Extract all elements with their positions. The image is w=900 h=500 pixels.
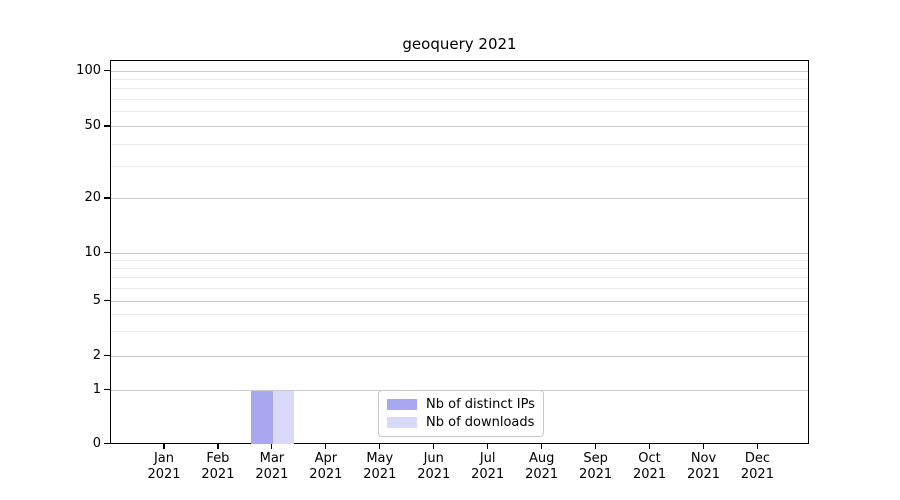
y-tick-label: 2 [92,347,101,363]
x-tick-label: May 2021 [350,451,410,483]
y-tick-label: 20 [84,190,101,205]
x-tick-label-line: 2021 [363,467,397,482]
x-tick-label: Feb 2021 [188,451,248,483]
y-minor-gridline [111,313,808,315]
x-tick-label: Sep 2021 [566,451,626,483]
legend-label-distinct-ips: Nb of distinct IPs [426,397,535,412]
x-tick-label-line: 2021 [309,467,343,482]
bar-distinct-ips [251,390,273,444]
y-tick-mark [103,125,110,127]
x-tick-label: Apr 2021 [296,451,356,483]
y-major-gridline [111,252,808,254]
x-tick-label-line: Feb [206,451,230,466]
x-tick-label: Jun 2021 [404,451,464,483]
x-tick-mark [325,444,327,449]
x-tick-label-line: Mar [259,451,285,466]
y-tick-label: 1 [92,381,101,397]
x-tick-label-line: Sep [583,451,608,466]
y-minor-gridline [111,99,808,101]
y-major-gridline [111,300,808,302]
x-tick-mark [648,444,651,449]
x-tick-label-line: 2021 [471,467,505,482]
x-tick-label-line: Jun [423,451,444,466]
y-tick-mark [103,388,110,391]
x-tick-mark [541,444,543,449]
y-tick-mark [103,69,110,72]
x-tick-label-line: 2021 [633,467,667,482]
x-tick-label-line: Jan [153,451,175,466]
y-major-gridline [111,70,808,72]
y-tick-label: 100 [76,62,101,78]
x-tick-label-line: Aug [528,451,555,466]
x-tick-label: Nov 2021 [674,451,734,483]
legend-swatch-downloads [387,417,417,428]
x-tick-label: Jul 2021 [458,451,518,483]
y-tick-mark [103,197,110,199]
legend: Nb of distinct IPs Nb of downloads [378,390,544,437]
legend-swatch-distinct-ips [387,399,417,410]
x-tick-label: Jan 2021 [134,451,194,483]
y-major-gridline [111,355,808,357]
x-tick-label: Dec 2021 [727,451,787,483]
plot-area [110,60,809,444]
y-minor-gridline [111,287,808,289]
x-tick-label-line: Oct [638,451,661,466]
x-tick-label-line: 2021 [201,467,235,482]
y-tick-label: 50 [84,118,101,133]
x-tick-label-line: Nov [690,451,717,466]
y-major-gridline [111,198,808,199]
x-tick-label-line: 2021 [525,467,559,482]
y-tick-mark [103,251,110,254]
x-tick-label: Mar 2021 [242,451,302,483]
x-tick-label-line: 2021 [147,467,181,482]
y-tick-mark [103,354,110,357]
chart-title: geoquery 2021 [402,35,517,53]
y-tick-label: 0 [92,435,101,451]
x-tick-label-line: 2021 [579,467,613,482]
y-tick-label: 10 [84,244,101,260]
x-tick-label-line: 2021 [417,467,451,482]
y-major-gridline [111,126,808,127]
legend-label-downloads: Nb of downloads [426,415,535,430]
legend-item-downloads: Nb of downloads [387,414,534,431]
bar-downloads [272,390,295,444]
legend-item-distinct-ips: Nb of distinct IPs [387,396,535,413]
x-tick-label-line: Jul [479,451,496,466]
x-tick-mark [595,444,597,449]
y-tick-label: 5 [92,292,101,308]
y-minor-gridline [111,143,808,145]
y-tick-mark [103,299,110,302]
x-tick-mark [379,444,381,449]
x-tick-label-line: 2021 [255,467,289,482]
y-tick-mark [103,442,110,445]
y-minor-gridline [111,111,808,113]
x-tick-label-line: 2021 [740,467,774,482]
x-tick-mark [487,444,489,449]
y-minor-gridline [111,331,808,333]
y-minor-gridline [111,259,808,261]
x-tick-mark [163,444,165,449]
x-tick-mark [433,444,435,449]
y-minor-gridline [111,277,808,279]
x-tick-mark [702,444,705,449]
x-tick-label-line: 2021 [686,467,721,482]
y-minor-gridline [111,267,808,269]
x-tick-label-line: Apr [314,451,338,466]
x-tick-label-line: May [366,451,394,466]
x-tick-mark [756,444,759,449]
y-minor-gridline [111,166,808,168]
x-tick-label: Oct 2021 [620,451,680,483]
y-minor-gridline [111,78,808,80]
x-tick-label-line: Dec [744,451,771,466]
x-tick-label: Aug 2021 [512,451,572,483]
x-tick-mark [217,444,219,449]
y-minor-gridline [111,88,808,90]
x-tick-mark [271,444,273,449]
